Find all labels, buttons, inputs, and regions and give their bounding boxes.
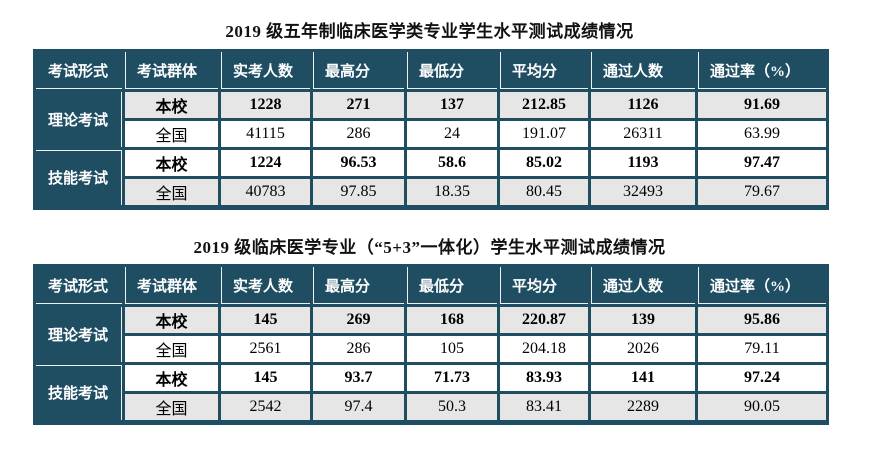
value-cell: 220.87 xyxy=(497,304,591,336)
score-table-5plus3: 考试形式 考试群体 实考人数 最高分 最低分 平均分 通过人数 通过率（%） 理… xyxy=(33,264,829,425)
value-cell: 97.85 xyxy=(310,176,407,209)
value-cell: 58.6 xyxy=(404,147,500,179)
column-header-pass-count: 通过人数 xyxy=(588,264,698,307)
column-header-examinees: 实考人数 xyxy=(218,264,313,307)
value-cell: 50.3 xyxy=(404,391,500,424)
value-cell: 24 xyxy=(404,118,500,150)
value-cell: 145 xyxy=(218,362,313,394)
table-row: 全国 2542 97.4 50.3 83.41 2289 90.05 xyxy=(35,391,829,424)
value-cell: 1126 xyxy=(588,89,698,121)
cohort-cell: 本校 xyxy=(122,89,221,121)
value-cell: 204.18 xyxy=(497,333,591,365)
value-cell: 2561 xyxy=(218,333,313,365)
table-row: 理论考试 本校 1228 271 137 212.85 1126 91.69 xyxy=(33,89,829,150)
value-cell: 32493 xyxy=(588,176,698,209)
value-cell: 96.53 xyxy=(310,147,407,179)
value-cell: 139 xyxy=(588,304,698,336)
table-row: 技能考试 本校 145 93.7 71.73 83.93 141 97.24 xyxy=(33,362,829,424)
table-row: 全国 41115 286 24 191.07 26311 63.99 xyxy=(35,118,829,150)
cohort-cell: 全国 xyxy=(122,333,221,365)
table-row: 全国 40783 97.85 18.35 80.45 32493 79.67 xyxy=(35,176,829,209)
value-cell: 137 xyxy=(404,89,500,121)
value-cell: 97.24 xyxy=(695,362,829,394)
cohort-cell: 全国 xyxy=(122,391,221,424)
exam-form-cell: 技能考试 xyxy=(33,147,125,209)
value-cell: 85.02 xyxy=(497,147,591,179)
exam-form-cell: 理论考试 xyxy=(33,304,125,365)
value-cell: 1193 xyxy=(588,147,698,179)
value-cell: 212.85 xyxy=(497,89,591,121)
value-cell: 2026 xyxy=(588,333,698,365)
table-row: 全国 2561 286 105 204.18 2026 79.11 xyxy=(35,333,829,365)
value-cell: 1228 xyxy=(218,89,313,121)
value-cell: 71.73 xyxy=(404,362,500,394)
column-header-examinees: 实考人数 xyxy=(218,49,313,92)
value-cell: 18.35 xyxy=(404,176,500,209)
cohort-cell: 本校 xyxy=(122,147,221,179)
column-header-cohort: 考试群体 xyxy=(122,49,221,92)
score-table-five-year: 考试形式 考试群体 实考人数 最高分 最低分 平均分 通过人数 通过率（%） 理… xyxy=(33,49,829,210)
header-row: 考试形式 考试群体 实考人数 最高分 最低分 平均分 通过人数 通过率（%） xyxy=(33,49,829,92)
value-cell: 83.41 xyxy=(497,391,591,424)
value-cell: 97.4 xyxy=(310,391,407,424)
column-header-max-score: 最高分 xyxy=(310,49,407,92)
value-cell: 26311 xyxy=(588,118,698,150)
value-cell: 1224 xyxy=(218,147,313,179)
value-cell: 168 xyxy=(404,304,500,336)
value-cell: 40783 xyxy=(218,176,313,209)
value-cell: 41115 xyxy=(218,118,313,150)
cohort-cell: 全国 xyxy=(122,176,221,209)
value-cell: 80.45 xyxy=(497,176,591,209)
value-cell: 105 xyxy=(404,333,500,365)
column-header-min-score: 最低分 xyxy=(404,264,500,307)
value-cell: 145 xyxy=(218,304,313,336)
column-header-pass-rate: 通过率（%） xyxy=(695,264,829,307)
document-page: 2019 级五年制临床医学类专业学生水平测试成绩情况 考试形式 考试群体 实考人… xyxy=(33,22,829,425)
value-cell: 93.7 xyxy=(310,362,407,394)
cohort-cell: 本校 xyxy=(122,304,221,336)
table-row: 理论考试 本校 145 269 168 220.87 139 95.86 xyxy=(33,304,829,365)
table-title: 2019 级临床医学专业（“5+3”一体化）学生水平测试成绩情况 xyxy=(193,238,666,257)
value-cell: 63.99 xyxy=(695,118,829,150)
value-cell: 90.05 xyxy=(695,391,829,424)
column-header-max-score: 最高分 xyxy=(310,264,407,307)
column-header-cohort: 考试群体 xyxy=(122,264,221,307)
cohort-cell: 本校 xyxy=(122,362,221,394)
header-row: 考试形式 考试群体 实考人数 最高分 最低分 平均分 通过人数 通过率（%） xyxy=(33,264,829,307)
column-header-pass-count: 通过人数 xyxy=(588,49,698,92)
value-cell: 2289 xyxy=(588,391,698,424)
column-header-avg-score: 平均分 xyxy=(497,49,591,92)
value-cell: 2542 xyxy=(218,391,313,424)
column-header-min-score: 最低分 xyxy=(404,49,500,92)
value-cell: 95.86 xyxy=(695,304,829,336)
value-cell: 79.11 xyxy=(695,333,829,365)
exam-form-cell: 技能考试 xyxy=(33,362,125,424)
value-cell: 83.93 xyxy=(497,362,591,394)
cohort-cell: 全国 xyxy=(122,118,221,150)
column-header-exam-form: 考试形式 xyxy=(33,49,125,92)
table-title: 2019 级五年制临床医学类专业学生水平测试成绩情况 xyxy=(225,22,634,41)
value-cell: 97.47 xyxy=(695,147,829,179)
table-row: 技能考试 本校 1224 96.53 58.6 85.02 1193 97.47 xyxy=(33,147,829,209)
value-cell: 79.67 xyxy=(695,176,829,209)
column-header-pass-rate: 通过率（%） xyxy=(695,49,829,92)
value-cell: 191.07 xyxy=(497,118,591,150)
value-cell: 269 xyxy=(310,304,407,336)
exam-form-cell: 理论考试 xyxy=(33,89,125,150)
value-cell: 286 xyxy=(310,333,407,365)
value-cell: 91.69 xyxy=(695,89,829,121)
value-cell: 286 xyxy=(310,118,407,150)
value-cell: 141 xyxy=(588,362,698,394)
value-cell: 271 xyxy=(310,89,407,121)
column-header-avg-score: 平均分 xyxy=(497,264,591,307)
column-header-exam-form: 考试形式 xyxy=(33,264,125,307)
